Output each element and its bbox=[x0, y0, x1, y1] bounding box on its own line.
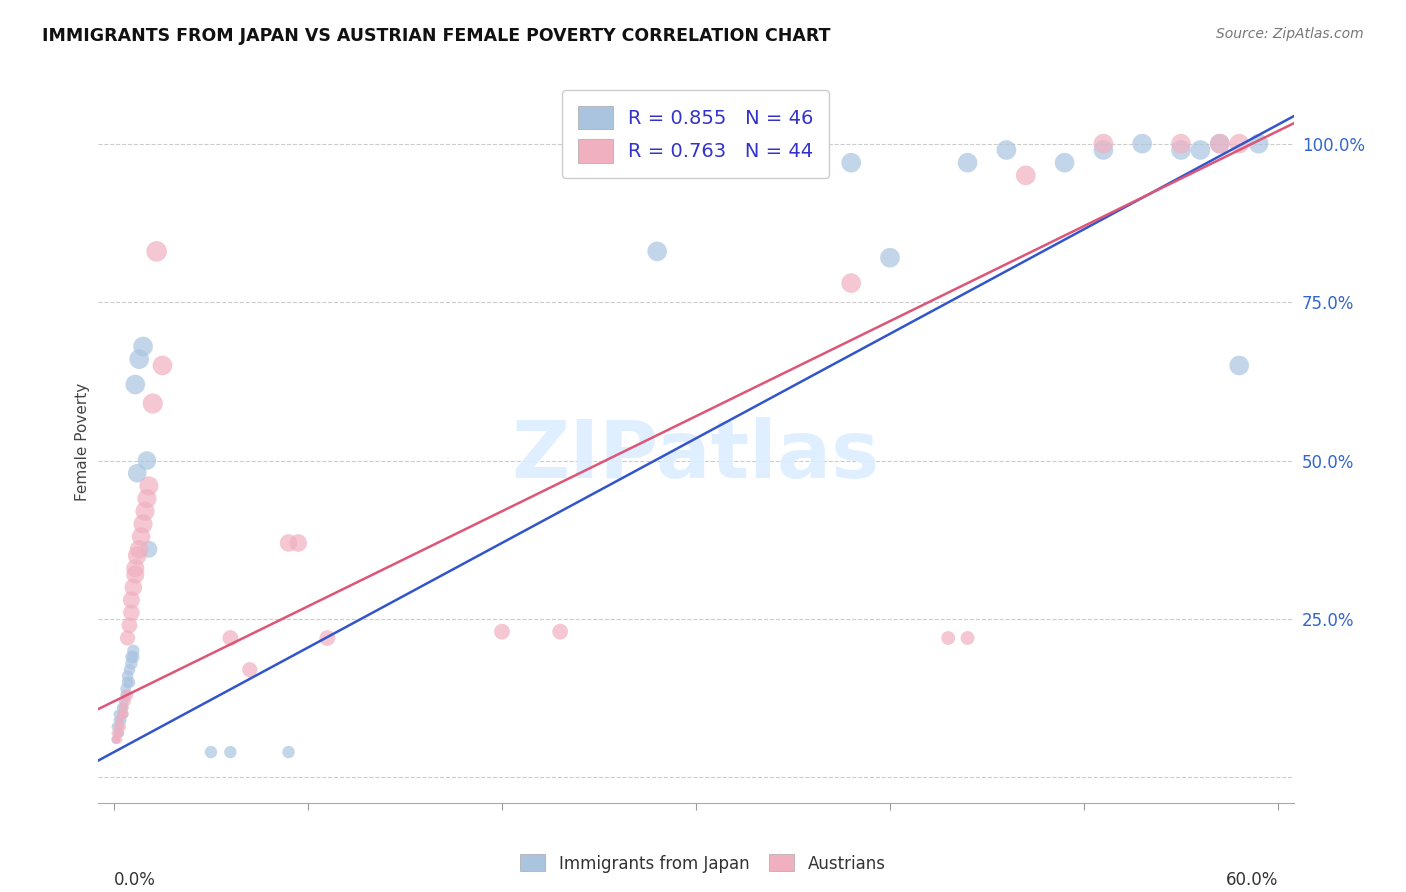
Point bbox=[112, 700, 135, 714]
Point bbox=[104, 732, 127, 747]
Point bbox=[118, 663, 141, 677]
Point bbox=[112, 700, 135, 714]
Point bbox=[111, 707, 134, 722]
Point bbox=[120, 593, 142, 607]
Point bbox=[114, 688, 136, 702]
Text: IMMIGRANTS FROM JAPAN VS AUSTRIAN FEMALE POVERTY CORRELATION CHART: IMMIGRANTS FROM JAPAN VS AUSTRIAN FEMALE… bbox=[42, 27, 831, 45]
Text: 0.0%: 0.0% bbox=[114, 871, 156, 888]
Point bbox=[219, 631, 242, 645]
Text: Source: ZipAtlas.com: Source: ZipAtlas.com bbox=[1216, 27, 1364, 41]
Point bbox=[135, 453, 157, 467]
Point bbox=[122, 580, 145, 594]
Point bbox=[120, 650, 142, 665]
Point bbox=[548, 624, 571, 639]
Point bbox=[108, 726, 131, 740]
Point bbox=[107, 720, 129, 734]
Point bbox=[104, 720, 127, 734]
Point bbox=[108, 714, 131, 728]
Point bbox=[316, 631, 339, 645]
Text: ZIPatlas: ZIPatlas bbox=[512, 417, 880, 495]
Point bbox=[124, 377, 146, 392]
Point bbox=[107, 726, 129, 740]
Point bbox=[112, 707, 135, 722]
Point bbox=[112, 694, 135, 708]
Point bbox=[839, 155, 862, 169]
Point bbox=[111, 720, 134, 734]
Point bbox=[1015, 169, 1038, 183]
Point bbox=[1227, 136, 1250, 151]
Point bbox=[107, 732, 129, 747]
Point bbox=[956, 631, 979, 645]
Point bbox=[117, 688, 139, 702]
Point bbox=[114, 694, 136, 708]
Point bbox=[879, 251, 901, 265]
Point bbox=[117, 675, 139, 690]
Point bbox=[112, 707, 135, 722]
Point bbox=[1130, 136, 1153, 151]
Point bbox=[111, 707, 134, 722]
Point bbox=[134, 504, 156, 518]
Point bbox=[108, 714, 131, 728]
Point bbox=[118, 675, 141, 690]
Point bbox=[1247, 136, 1270, 151]
Point bbox=[128, 542, 150, 557]
Point bbox=[839, 276, 862, 290]
Point bbox=[200, 745, 222, 759]
Point bbox=[127, 467, 149, 481]
Point bbox=[152, 359, 174, 373]
Point bbox=[491, 624, 513, 639]
Point bbox=[124, 567, 146, 582]
Point bbox=[287, 536, 309, 550]
Point bbox=[108, 726, 131, 740]
Point bbox=[1170, 136, 1192, 151]
Point bbox=[1209, 136, 1232, 151]
Y-axis label: Female Poverty: Female Poverty bbox=[75, 383, 90, 500]
Point bbox=[142, 396, 165, 410]
Point bbox=[132, 516, 155, 531]
Point bbox=[120, 657, 142, 671]
Point bbox=[107, 714, 129, 728]
Point bbox=[117, 631, 139, 645]
Point bbox=[1170, 143, 1192, 157]
Point bbox=[135, 491, 157, 506]
Point bbox=[118, 618, 141, 632]
Point bbox=[127, 549, 149, 563]
Point bbox=[117, 669, 139, 683]
Point bbox=[219, 745, 242, 759]
Point bbox=[129, 530, 152, 544]
Point bbox=[645, 244, 668, 259]
Point bbox=[1209, 136, 1232, 151]
Point bbox=[138, 542, 160, 557]
Point bbox=[956, 155, 979, 169]
Point bbox=[1053, 155, 1076, 169]
Point bbox=[128, 352, 150, 367]
Point bbox=[1227, 359, 1250, 373]
Point bbox=[277, 536, 299, 550]
Point bbox=[1092, 143, 1115, 157]
Point bbox=[145, 244, 167, 259]
Point bbox=[138, 479, 160, 493]
Point bbox=[122, 650, 145, 665]
Point bbox=[1189, 143, 1212, 157]
Point bbox=[120, 606, 142, 620]
Point bbox=[277, 745, 299, 759]
Point bbox=[104, 732, 127, 747]
Point bbox=[995, 143, 1018, 157]
Legend: Immigrants from Japan, Austrians: Immigrants from Japan, Austrians bbox=[513, 847, 893, 880]
Point bbox=[124, 561, 146, 575]
Point bbox=[107, 707, 129, 722]
Point bbox=[132, 339, 155, 353]
Point bbox=[104, 726, 127, 740]
Point bbox=[936, 631, 959, 645]
Point bbox=[1092, 136, 1115, 151]
Point bbox=[239, 663, 262, 677]
Point bbox=[111, 714, 134, 728]
Legend: R = 0.855   N = 46, R = 0.763   N = 44: R = 0.855 N = 46, R = 0.763 N = 44 bbox=[562, 90, 830, 178]
Point bbox=[108, 720, 131, 734]
Point bbox=[114, 681, 136, 696]
Text: 60.0%: 60.0% bbox=[1226, 871, 1278, 888]
Point bbox=[122, 643, 145, 657]
Point bbox=[111, 700, 134, 714]
